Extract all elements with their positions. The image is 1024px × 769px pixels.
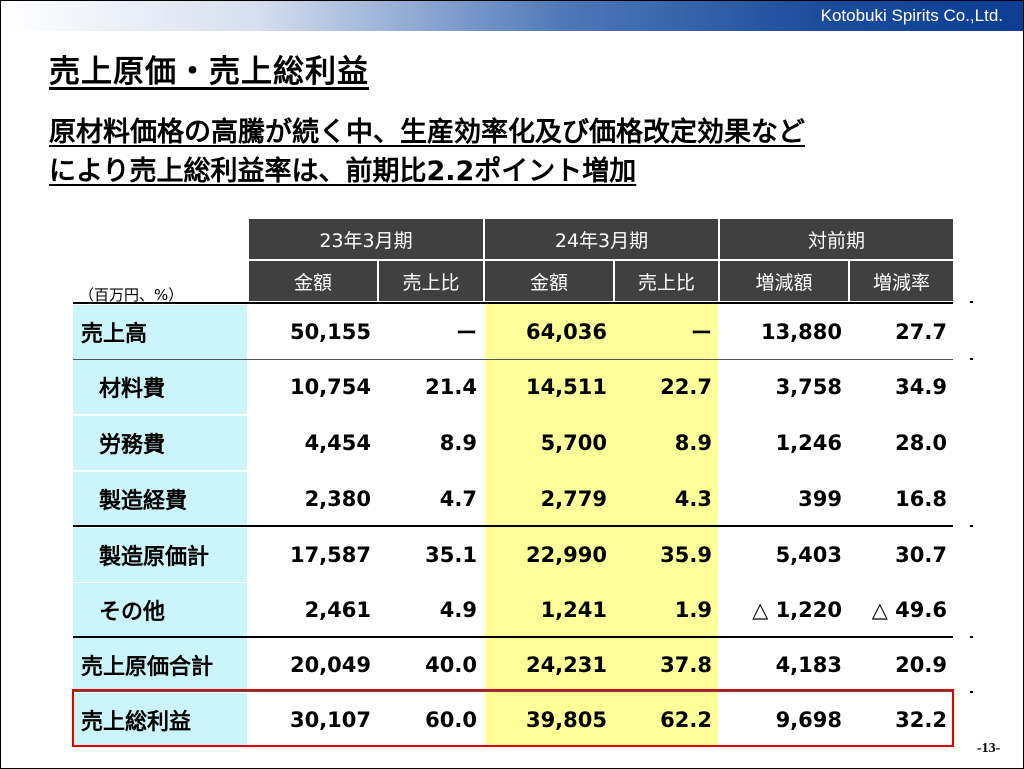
table-cell: ー xyxy=(691,321,712,345)
table-cell: 20,049 xyxy=(289,653,371,677)
table-cell: ー xyxy=(456,321,477,345)
subtitle: 原材料価格の高騰が続く中、生産効率化及び価格改定効果など により売上総利益率は、… xyxy=(49,113,1009,191)
marker-dot xyxy=(970,525,973,527)
table-cell: 8.9 xyxy=(674,431,712,455)
table-cell: 22.7 xyxy=(660,375,712,399)
table-cell: 39,805 xyxy=(525,708,607,732)
table-cell: 4,183 xyxy=(775,653,842,677)
table-cell: 1.9 xyxy=(674,598,712,622)
table-cell: △ 49.6 xyxy=(871,598,947,622)
table-cell: 8.9 xyxy=(439,431,477,455)
table-cell: 27.7 xyxy=(895,320,947,344)
table-cell: △ 1,220 xyxy=(752,598,842,622)
table-cell: 28.0 xyxy=(895,431,947,455)
row-label-manufacturing-cost: 製造原価計 xyxy=(73,528,247,582)
table-cell: 13,880 xyxy=(760,320,842,344)
marker-dot xyxy=(970,691,973,693)
rule-line xyxy=(73,525,953,527)
table-cell: 16.8 xyxy=(895,487,947,511)
table-cell: 5,700 xyxy=(540,431,607,455)
table-cell: 4,454 xyxy=(304,431,371,455)
table-cell: 10,754 xyxy=(289,375,371,399)
table-cell: 3,758 xyxy=(775,375,842,399)
row-label-sales: 売上高 xyxy=(73,305,247,359)
col-header-fy23-amount: 金額 xyxy=(249,261,377,301)
row-label-other: その他 xyxy=(73,583,247,637)
row-label-labor: 労務費 xyxy=(73,416,247,470)
table-cell: 1,241 xyxy=(540,598,607,622)
subtitle-line-1: 原材料価格の高騰が続く中、生産効率化及び価格改定効果など xyxy=(49,117,805,148)
col-header-fy24-ratio: 売上比 xyxy=(615,261,718,301)
table-cell: 40.0 xyxy=(425,653,477,677)
group-header-fy23: 23年3月期 xyxy=(249,219,483,259)
table-cell: 14,511 xyxy=(525,375,607,399)
marker-dot xyxy=(970,301,973,303)
table-cell: 17,587 xyxy=(289,543,371,567)
table-cell: 1,246 xyxy=(775,431,842,455)
rule-line xyxy=(73,691,953,692)
table-cell: 20.9 xyxy=(895,653,947,677)
table-cell: 34.9 xyxy=(895,375,947,399)
table-cell: 4.7 xyxy=(439,487,477,511)
rule-line xyxy=(73,302,953,304)
subtitle-line-2: により売上総利益率は、前期比2.2ポイント増加 xyxy=(49,156,637,187)
row-label-materials: 材料費 xyxy=(73,360,247,414)
table-cell: 24,231 xyxy=(525,653,607,677)
table-cell: 4.3 xyxy=(674,487,712,511)
marker-dot xyxy=(970,636,973,638)
table-cell: 64,036 xyxy=(525,320,607,344)
table-cell: 399 xyxy=(798,487,842,511)
table-cell: 30,107 xyxy=(289,708,371,732)
col-header-fy24-amount: 金額 xyxy=(485,261,613,301)
group-header-fy24: 24年3月期 xyxy=(485,219,718,259)
page-title: 売上原価・売上総利益 xyxy=(49,54,369,90)
table-cell: 62.2 xyxy=(660,708,712,732)
table-cell: 9,698 xyxy=(775,708,842,732)
row-label-cost-of-sales: 売上原価合計 xyxy=(73,638,247,692)
table-cell: 50,155 xyxy=(289,320,371,344)
table-cell: 5,403 xyxy=(775,543,842,567)
marker-dot xyxy=(970,358,973,360)
table-cell: 30.7 xyxy=(895,543,947,567)
row-label-gross-profit: 売上総利益 xyxy=(73,693,247,747)
col-header-fy23-ratio: 売上比 xyxy=(379,261,483,301)
unit-label: （百万円、%） xyxy=(79,286,184,304)
top-banner: Kotobuki Spirits Co.,Ltd. xyxy=(1,1,1023,31)
rule-line xyxy=(73,636,953,638)
table-cell: 2,779 xyxy=(540,487,607,511)
table-cell: 35.9 xyxy=(660,543,712,567)
company-name: Kotobuki Spirits Co.,Ltd. xyxy=(820,6,1003,25)
col-header-change-rate: 増減率 xyxy=(850,261,953,301)
table-cell: 32.2 xyxy=(895,708,947,732)
row-label-overhead: 製造経費 xyxy=(73,472,247,526)
table-cell: 35.1 xyxy=(425,543,477,567)
table-cell: 37.8 xyxy=(660,653,712,677)
rule-line xyxy=(73,359,953,360)
table-cell: 4.9 xyxy=(439,598,477,622)
table-cell: 60.0 xyxy=(425,708,477,732)
page-number: -13- xyxy=(977,741,1001,756)
table-cell: 21.4 xyxy=(425,375,477,399)
gross-profit-highlight-box xyxy=(72,689,954,747)
col-header-change-amount: 増減額 xyxy=(720,261,848,301)
table-cell: 2,461 xyxy=(304,598,371,622)
group-header-yoy: 対前期 xyxy=(720,219,953,259)
table-cell: 22,990 xyxy=(525,543,607,567)
table-cell: 2,380 xyxy=(304,487,371,511)
